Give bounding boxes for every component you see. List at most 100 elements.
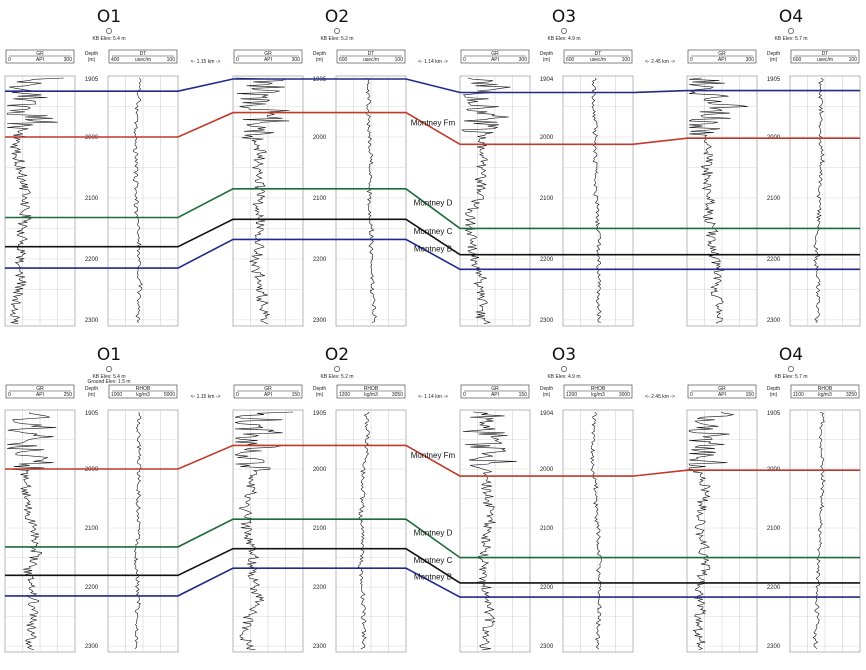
track1-name: GR bbox=[264, 386, 272, 392]
horizon-label: Montney D bbox=[414, 199, 453, 208]
wellhead-icon bbox=[788, 366, 794, 372]
well-name: O4 bbox=[779, 7, 803, 27]
track1-name: GR bbox=[491, 51, 499, 57]
track1-unit: API bbox=[36, 57, 44, 63]
kb-elevation: KB Elev: 5.7 m bbox=[774, 374, 807, 380]
well-spacing-label: <- 1.14 km -> bbox=[418, 59, 448, 65]
track1-scale-max: 150 bbox=[519, 392, 528, 398]
depth-label: 2100 bbox=[767, 196, 781, 202]
ground-elevation: Ground Elev: 1.5 m bbox=[87, 379, 130, 385]
track1-scale-min: 0 bbox=[463, 57, 466, 63]
horizon-label: Montney B bbox=[414, 573, 452, 582]
track2-name: RHOB bbox=[364, 386, 379, 392]
track1-scale-box bbox=[687, 49, 757, 64]
track2-scale-min: 1200 bbox=[339, 392, 350, 398]
depth-header: Depth bbox=[313, 51, 327, 57]
track2-unit: usec/m bbox=[135, 57, 151, 63]
depth-label: 2100 bbox=[85, 526, 99, 532]
track1-name: GR bbox=[718, 51, 726, 57]
gr-log-curve bbox=[7, 411, 57, 651]
well-spacing-label: <- 1.15 km -> bbox=[191, 394, 221, 400]
track1-name: GR bbox=[718, 386, 726, 392]
track2-unit: usec/m bbox=[363, 57, 379, 63]
kb-elevation: KB Elev: 4.9 m bbox=[547, 36, 580, 42]
horizon-label: Montney B bbox=[414, 244, 452, 253]
wellhead-icon bbox=[561, 366, 567, 372]
track1-unit: API bbox=[491, 392, 499, 398]
rhob-log-curve bbox=[133, 411, 142, 650]
depth-label: 2000 bbox=[540, 467, 554, 473]
kb-elevation: KB Elev: 4.9 m bbox=[547, 374, 580, 380]
track1-unit: API bbox=[491, 57, 499, 63]
well-spacing-label: <- 1.14 km -> bbox=[418, 394, 448, 400]
track2-name: RHOB bbox=[136, 386, 151, 392]
track2-unit: usec/m bbox=[817, 57, 833, 63]
track1-name: GR bbox=[36, 386, 44, 392]
kb-elevation: KB Elev: 5.4 m bbox=[92, 36, 125, 42]
rhob-log-curve bbox=[590, 411, 602, 650]
depth-label: 2200 bbox=[767, 585, 781, 591]
wellhead-icon bbox=[788, 28, 794, 34]
track2-scale-max: 100 bbox=[167, 57, 176, 63]
depth-unit: (m) bbox=[88, 392, 96, 398]
depth-label: 2300 bbox=[767, 644, 781, 650]
track1-unit: API bbox=[36, 392, 44, 398]
depth-label: 1905 bbox=[767, 77, 781, 83]
gr-log-curve bbox=[460, 77, 511, 324]
depth-label: 2300 bbox=[85, 318, 99, 324]
track1-scale-min: 0 bbox=[463, 392, 466, 398]
track2-scale-max: 100 bbox=[622, 57, 631, 63]
well-name: O1 bbox=[97, 345, 121, 365]
track1-scale-box bbox=[5, 49, 75, 64]
depth-unit: (m) bbox=[316, 392, 324, 398]
horizon-line bbox=[5, 188, 860, 230]
gr-log-curve bbox=[688, 411, 734, 651]
well-spacing-label: <- 2.45 km -> bbox=[645, 59, 675, 65]
track1-name: GR bbox=[491, 386, 499, 392]
track2-scale-box bbox=[790, 49, 860, 64]
depth-label: 2200 bbox=[540, 585, 554, 591]
track2-unit: kg/m3 bbox=[591, 392, 605, 398]
track2-scale-max: 100 bbox=[395, 57, 404, 63]
depth-unit: (m) bbox=[316, 57, 324, 63]
depth-label: 1904 bbox=[540, 77, 554, 83]
track2-unit: kg/m3 bbox=[818, 392, 832, 398]
track2-scale-min: 1000 bbox=[111, 392, 122, 398]
depth-header: Depth bbox=[767, 386, 781, 392]
depth-label: 2100 bbox=[540, 196, 554, 202]
depth-label: 2000 bbox=[313, 467, 327, 473]
well-name: O3 bbox=[552, 345, 576, 365]
depth-label: 2200 bbox=[540, 257, 554, 263]
depth-unit: (m) bbox=[770, 57, 778, 63]
track1-scale-min: 0 bbox=[236, 57, 239, 63]
track2-scale-min: 1200 bbox=[566, 392, 577, 398]
well-spacing-label: <- 1.15 km -> bbox=[191, 59, 221, 65]
depth-label: 2300 bbox=[313, 644, 327, 650]
gr-log-curve bbox=[234, 411, 294, 651]
depth-label: 2000 bbox=[85, 467, 99, 473]
depth-header: Depth bbox=[540, 51, 554, 57]
track2-name: RHOB bbox=[591, 386, 606, 392]
depth-unit: (m) bbox=[543, 392, 551, 398]
kb-elevation: KB Elev: 5.2 m bbox=[320, 374, 353, 380]
horizon-line bbox=[5, 218, 860, 256]
track1-scale-min: 0 bbox=[8, 392, 11, 398]
track2-scale-max: 3050 bbox=[392, 392, 403, 398]
horizon-line bbox=[5, 444, 860, 477]
track2-scale-box bbox=[336, 49, 406, 64]
kb-elevation: KB Elev: 5.2 m bbox=[320, 36, 353, 42]
wellhead-icon bbox=[561, 28, 567, 34]
gr-log-curve bbox=[462, 411, 517, 651]
track1-unit: API bbox=[718, 57, 726, 63]
track1-scale-min: 0 bbox=[236, 392, 239, 398]
horizon-label: Montney Fm bbox=[411, 118, 456, 127]
track1-scale-max: 250 bbox=[64, 392, 73, 398]
track2-scale-box bbox=[790, 384, 860, 399]
depth-label: 1905 bbox=[85, 77, 99, 83]
